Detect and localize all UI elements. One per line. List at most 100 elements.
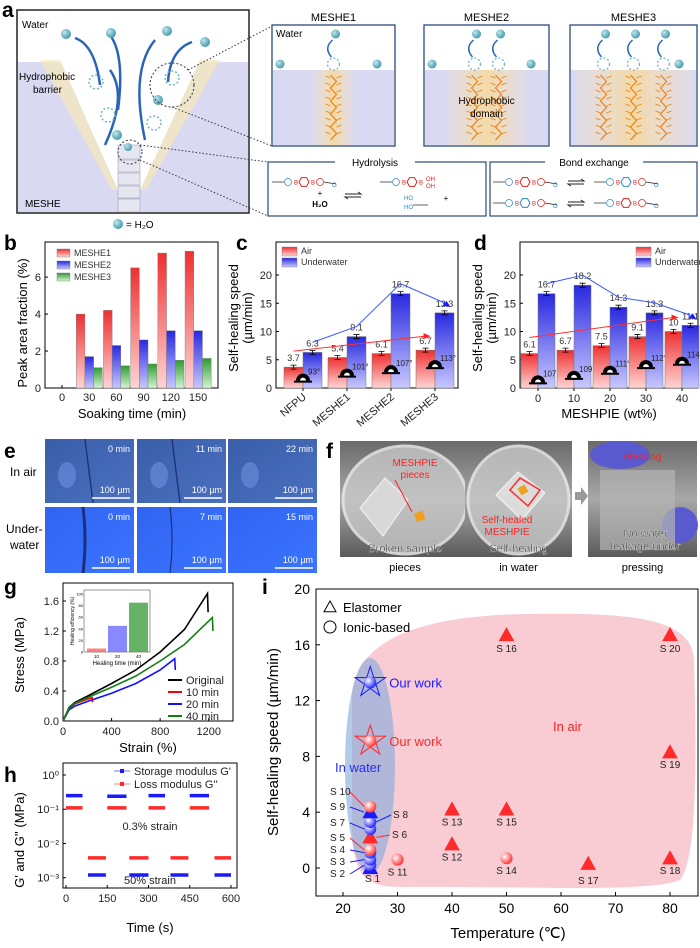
error-bar [422, 347, 429, 353]
error-bar [598, 343, 605, 349]
x-tick-label: 60 [110, 392, 122, 404]
contact-angle-label: 109° [579, 365, 596, 374]
contact-angle-droplet-icon [338, 368, 356, 378]
y-axis-title: Self-healing speed [226, 264, 241, 372]
inset-bar [87, 648, 106, 652]
dissolving-droplet [326, 57, 341, 71]
panel-label-d: d [474, 232, 487, 255]
blur-spot [241, 462, 259, 488]
fluorine-branch [466, 89, 472, 93]
legend-swatch [281, 246, 298, 257]
droplet-core [344, 372, 350, 376]
water-droplet-icon [372, 59, 382, 69]
y-tick-label: 10⁰ [42, 770, 59, 782]
fluorine-branch [606, 103, 612, 107]
water-droplet-icon [674, 59, 684, 69]
point-label: S 15 [496, 817, 517, 828]
x-tick-label: 600 [222, 893, 240, 905]
fluorine-branch [606, 124, 612, 128]
hydroxyl-group: HO [404, 196, 413, 202]
meshe-box-title: MESHE3 [611, 12, 656, 24]
y-tick-label: 10 [260, 327, 272, 339]
bond [645, 202, 659, 206]
marker-highlight [364, 843, 377, 856]
contact-angle-droplet-icon [426, 360, 444, 370]
legend-label: Air [655, 246, 666, 256]
triangle-marker [498, 627, 515, 642]
water-droplet-icon [601, 29, 610, 39]
inset-y-tick-label: 60 [79, 615, 84, 620]
error-bar [543, 291, 550, 297]
droplet [296, 373, 310, 381]
water-droplet-icon [275, 59, 285, 69]
fluorine-branch [490, 96, 496, 100]
x-tick-label: 0 [63, 893, 69, 905]
plus-sign: + [444, 194, 449, 203]
water-droplet-icon [631, 29, 640, 39]
y-tick-label: 10 [504, 327, 516, 339]
arrow-icon [627, 39, 634, 58]
fluorine-branch [636, 75, 642, 79]
fluorine-branch [636, 124, 642, 128]
panel-c: c 0 5 10 15 20 NFPU 3.7 6.3 93° MESHE1 5.4 9.1 101° M… [226, 232, 459, 429]
pointer-arrow [394, 479, 413, 513]
photo-caption: pressing [622, 562, 664, 574]
fluorine-branch [625, 75, 631, 79]
value-label: 14.3 [610, 293, 628, 303]
boron-atom: B [515, 181, 519, 187]
axes-frame [62, 762, 238, 889]
blur-spot [58, 462, 76, 488]
pointer-arrow [349, 849, 365, 854]
legend-elastomer: Elastomer [343, 600, 402, 615]
contact-angle-droplet-icon [565, 370, 583, 380]
fluorine-branch [606, 89, 612, 93]
panel-label-h: h [4, 764, 17, 787]
hydroxyl-group: OH [426, 184, 435, 190]
crack-column [117, 144, 141, 213]
trend-line-underwater [546, 274, 691, 316]
our-work-label: Our work [389, 734, 442, 749]
inset-bar [108, 625, 127, 652]
x-tick-label: 1200 [196, 726, 220, 738]
domain-label-line2: domain [470, 109, 503, 120]
micrograph: 0 min 100 µm [45, 438, 134, 504]
legend-swatch [635, 246, 652, 257]
crack-line [169, 506, 173, 574]
time-label: 15 min [286, 512, 313, 522]
fluorine-branch [336, 82, 342, 86]
fluorine-branch [336, 117, 342, 121]
dioxaborolane-ring [606, 178, 614, 186]
x-tick-label: 400 [102, 726, 120, 738]
our-work-label: Our work [389, 675, 442, 690]
legend-label: Original [186, 675, 224, 687]
fluorine-branch [336, 110, 342, 114]
fluorine-branch [595, 75, 601, 79]
fluorine-branch [606, 110, 612, 114]
fluorine-branch [636, 110, 642, 114]
x-tick-label: MESHE1 [311, 391, 353, 429]
fluorine-branch [636, 96, 642, 100]
x-tick-label: NFPU [278, 391, 309, 419]
fluorine-branch [655, 75, 661, 79]
point-label: S 6 [392, 830, 407, 841]
y-tick-label: 4 [302, 804, 310, 820]
benzene-ring [519, 177, 531, 187]
contact-angle-label: 107° [396, 359, 413, 368]
y-axis-title-line2: (µm/min) [240, 292, 255, 344]
point-label: S 13 [442, 817, 463, 828]
bar-underwater [434, 312, 455, 389]
fluorine-branch [666, 110, 672, 114]
hydrophobic-domain [446, 70, 527, 145]
y-axis-title: G' and G'' (MPa) [12, 792, 27, 888]
contact-angle-label: 114° [687, 351, 700, 360]
boron-atom: B [419, 181, 423, 187]
fluorine-branch [636, 103, 642, 107]
equilibrium-arrows-icon [343, 191, 363, 200]
photo-caption-overlay: Self-healing [489, 543, 547, 555]
h2o-legend: = H₂O [113, 219, 154, 231]
meshe-box-title: MESHE2 [464, 12, 509, 24]
